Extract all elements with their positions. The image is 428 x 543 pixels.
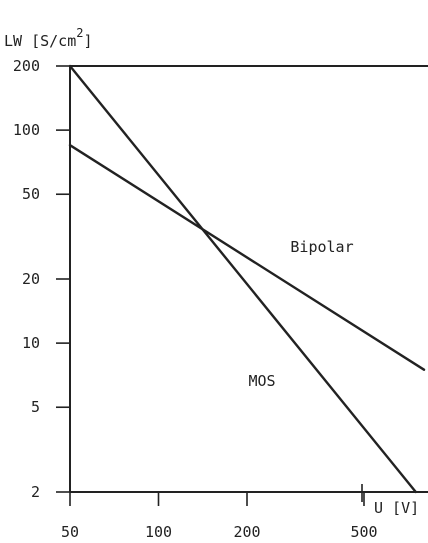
y-tick-label-5: 5 bbox=[31, 398, 40, 416]
y-ticks: 2 5 10 20 50 100 200 bbox=[13, 57, 70, 501]
y-axis-title: LW [S/cm2] bbox=[4, 26, 93, 50]
y-axis-title-suffix: ] bbox=[83, 32, 92, 50]
series-label-mos: MOS bbox=[248, 372, 275, 390]
y-tick-label-10: 10 bbox=[22, 334, 40, 352]
y-tick-label-200: 200 bbox=[13, 57, 40, 75]
x-axis-title: U [V] bbox=[374, 499, 419, 517]
series-group: MOS Bipolar bbox=[68, 64, 426, 494]
series-line-mos bbox=[68, 64, 417, 494]
x-tick-label-100: 100 bbox=[145, 523, 172, 541]
series-label-bipolar: Bipolar bbox=[290, 238, 353, 256]
x-ticks: 50 100 200 500 bbox=[61, 492, 378, 541]
series-line-bipolar bbox=[68, 143, 426, 371]
y-tick-label-100: 100 bbox=[13, 121, 40, 139]
x-tick-label-500: 500 bbox=[350, 523, 377, 541]
y-axis-title-sup: 2 bbox=[76, 26, 83, 40]
y-tick-label-20: 20 bbox=[22, 270, 40, 288]
x-tick-label-200: 200 bbox=[233, 523, 260, 541]
y-axis-title-prefix: LW [S/cm bbox=[4, 32, 76, 50]
x-tick-label-50: 50 bbox=[61, 523, 79, 541]
y-tick-label-50: 50 bbox=[22, 185, 40, 203]
y-tick-label-2: 2 bbox=[31, 483, 40, 501]
